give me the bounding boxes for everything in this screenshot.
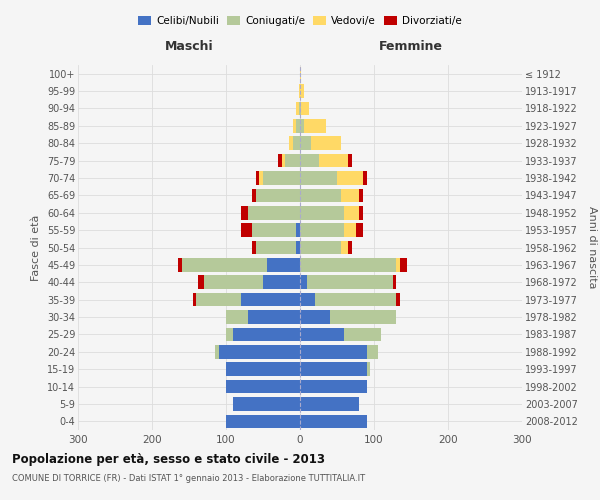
- Bar: [296, 119, 300, 132]
- Bar: [300, 188, 341, 202]
- Bar: [304, 119, 326, 132]
- Bar: [215, 345, 218, 358]
- Bar: [355, 224, 363, 237]
- Text: Maschi: Maschi: [164, 40, 214, 53]
- Bar: [218, 345, 300, 358]
- Bar: [278, 154, 281, 168]
- Bar: [241, 293, 300, 306]
- Bar: [233, 397, 300, 410]
- Bar: [296, 102, 299, 115]
- Bar: [178, 258, 182, 272]
- Bar: [396, 258, 400, 272]
- Bar: [300, 258, 396, 272]
- Bar: [300, 84, 304, 98]
- Bar: [182, 258, 266, 272]
- Bar: [296, 240, 300, 254]
- Bar: [348, 240, 352, 254]
- Bar: [400, 258, 407, 272]
- Bar: [300, 293, 315, 306]
- Bar: [204, 276, 263, 289]
- Bar: [300, 276, 307, 289]
- Bar: [300, 102, 301, 115]
- Bar: [300, 362, 367, 376]
- Bar: [296, 224, 300, 237]
- Bar: [248, 206, 300, 220]
- Bar: [359, 188, 363, 202]
- Bar: [300, 345, 367, 358]
- Bar: [300, 154, 319, 168]
- Bar: [341, 188, 359, 202]
- Y-axis label: Fasce di età: Fasce di età: [31, 214, 41, 280]
- Bar: [359, 206, 363, 220]
- Bar: [263, 276, 300, 289]
- Bar: [363, 171, 367, 185]
- Bar: [311, 136, 341, 150]
- Bar: [252, 240, 256, 254]
- Bar: [300, 240, 341, 254]
- Bar: [256, 188, 300, 202]
- Bar: [300, 397, 359, 410]
- Bar: [266, 258, 300, 272]
- Bar: [301, 102, 309, 115]
- Text: Popolazione per età, sesso e stato civile - 2013: Popolazione per età, sesso e stato civil…: [12, 452, 325, 466]
- Bar: [341, 240, 348, 254]
- Bar: [300, 328, 344, 341]
- Bar: [307, 276, 392, 289]
- Bar: [344, 206, 359, 220]
- Bar: [293, 119, 296, 132]
- Bar: [392, 276, 396, 289]
- Bar: [226, 414, 300, 428]
- Bar: [319, 154, 348, 168]
- Bar: [233, 328, 300, 341]
- Bar: [344, 328, 382, 341]
- Bar: [256, 171, 259, 185]
- Bar: [300, 310, 329, 324]
- Bar: [367, 345, 378, 358]
- Bar: [252, 224, 296, 237]
- Bar: [226, 362, 300, 376]
- Bar: [256, 240, 296, 254]
- Bar: [193, 293, 196, 306]
- Bar: [281, 154, 285, 168]
- Bar: [300, 136, 311, 150]
- Bar: [241, 206, 248, 220]
- Bar: [226, 310, 248, 324]
- Bar: [226, 328, 233, 341]
- Bar: [285, 154, 300, 168]
- Legend: Celibi/Nubili, Coniugati/e, Vedovi/e, Divorziati/e: Celibi/Nubili, Coniugati/e, Vedovi/e, Di…: [134, 12, 466, 30]
- Bar: [289, 136, 293, 150]
- Bar: [252, 188, 256, 202]
- Bar: [329, 310, 396, 324]
- Bar: [300, 224, 344, 237]
- Bar: [293, 136, 300, 150]
- Bar: [198, 276, 204, 289]
- Bar: [241, 224, 252, 237]
- Text: COMUNE DI TORRICE (FR) - Dati ISTAT 1° gennaio 2013 - Elaborazione TUTTITALIA.IT: COMUNE DI TORRICE (FR) - Dati ISTAT 1° g…: [12, 474, 365, 483]
- Bar: [300, 67, 301, 80]
- Text: Femmine: Femmine: [379, 40, 443, 53]
- Bar: [300, 414, 367, 428]
- Bar: [248, 310, 300, 324]
- Bar: [299, 84, 300, 98]
- Bar: [396, 293, 400, 306]
- Bar: [348, 154, 352, 168]
- Y-axis label: Anni di nascita: Anni di nascita: [587, 206, 597, 289]
- Bar: [196, 293, 241, 306]
- Bar: [300, 171, 337, 185]
- Bar: [259, 171, 263, 185]
- Bar: [337, 171, 363, 185]
- Bar: [344, 224, 355, 237]
- Bar: [263, 171, 300, 185]
- Bar: [299, 102, 300, 115]
- Bar: [226, 380, 300, 394]
- Bar: [300, 380, 367, 394]
- Bar: [367, 362, 370, 376]
- Bar: [315, 293, 396, 306]
- Bar: [300, 206, 344, 220]
- Bar: [300, 119, 304, 132]
